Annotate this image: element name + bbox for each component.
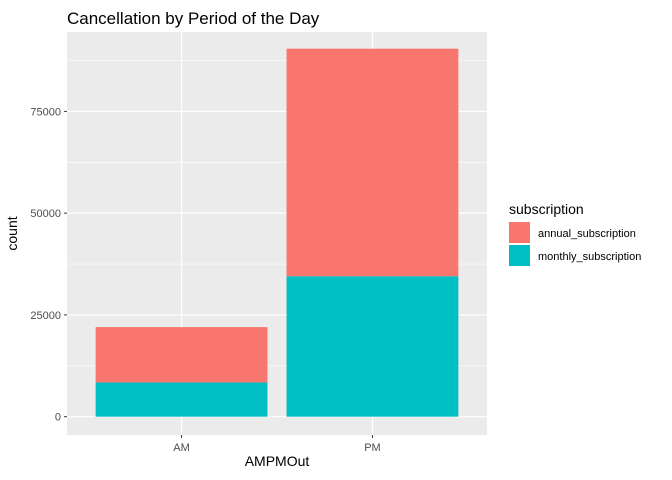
legend-label-monthly-subscription: monthly_subscription: [538, 251, 641, 263]
legend-swatch-annual-subscription: [509, 222, 530, 243]
bar-monthly-subscription-am: [95, 382, 268, 417]
x-tick-label: AM: [173, 442, 190, 454]
legend-title: subscription: [509, 201, 584, 217]
y-tick-label: 25000: [30, 310, 61, 322]
y-axis-ticks: 0 25000 50000 75000: [30, 106, 67, 424]
x-tick-label: PM: [364, 442, 381, 454]
y-tick-label: 75000: [30, 106, 61, 118]
y-tick-label: 0: [55, 412, 61, 424]
y-axis-title: count: [4, 216, 20, 250]
legend: subscription annual_subscription monthly_…: [509, 201, 641, 266]
bar-monthly-subscription-pm: [286, 276, 459, 417]
bar-annual-subscription-pm: [286, 48, 459, 277]
legend-swatch-monthly-subscription: [509, 245, 530, 266]
legend-label-annual-subscription: annual_subscription: [538, 228, 636, 240]
bars: [95, 48, 459, 417]
x-axis-ticks: AM PM: [173, 435, 381, 454]
chart-title: Cancellation by Period of the Day: [67, 9, 320, 28]
x-axis-title: AMPMOut: [245, 453, 310, 469]
bar-annual-subscription-am: [95, 327, 268, 383]
y-tick-label: 50000: [30, 208, 61, 220]
